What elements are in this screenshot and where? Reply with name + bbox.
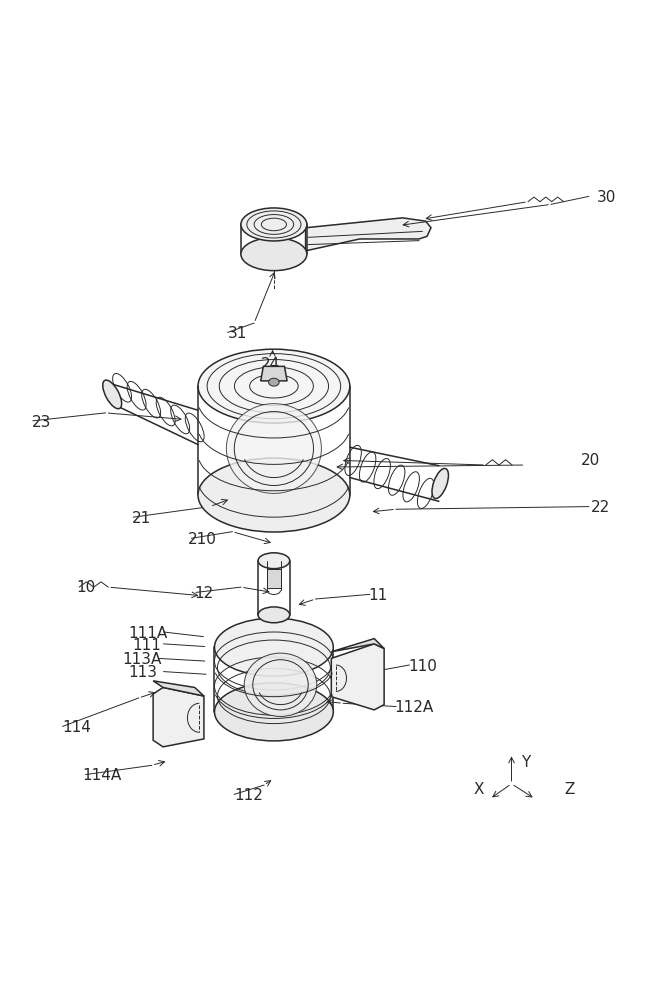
Text: 20: 20 [581, 453, 600, 468]
Text: 113: 113 [129, 665, 158, 680]
Polygon shape [153, 681, 204, 696]
Text: Z: Z [564, 782, 575, 797]
Text: Y: Y [521, 755, 531, 770]
Ellipse shape [103, 380, 121, 409]
Ellipse shape [214, 618, 333, 676]
Polygon shape [331, 644, 384, 710]
Text: X: X [474, 782, 484, 797]
Ellipse shape [198, 458, 350, 532]
Ellipse shape [198, 349, 350, 423]
Ellipse shape [241, 208, 307, 241]
Ellipse shape [241, 238, 307, 271]
Ellipse shape [214, 683, 333, 741]
Polygon shape [261, 366, 287, 381]
Text: 210: 210 [188, 532, 217, 547]
Text: 31: 31 [228, 326, 247, 341]
Text: 113A: 113A [122, 652, 162, 667]
Ellipse shape [258, 553, 290, 569]
Text: 114: 114 [63, 720, 92, 735]
Text: 30: 30 [597, 190, 616, 205]
Polygon shape [153, 687, 204, 747]
Text: 112A: 112A [395, 700, 434, 715]
Polygon shape [331, 639, 384, 652]
Text: 11: 11 [368, 588, 387, 603]
Text: 111A: 111A [129, 626, 168, 641]
Text: 112: 112 [234, 788, 263, 803]
Text: 21: 21 [132, 511, 151, 526]
Polygon shape [267, 569, 280, 588]
Text: 24: 24 [261, 357, 280, 372]
Text: 111: 111 [132, 638, 161, 653]
Ellipse shape [432, 468, 448, 499]
Ellipse shape [269, 378, 279, 386]
Text: 23: 23 [32, 415, 51, 430]
Ellipse shape [258, 607, 290, 623]
Ellipse shape [244, 653, 317, 716]
Text: 110: 110 [408, 659, 437, 674]
Ellipse shape [226, 404, 321, 493]
Text: 10: 10 [76, 580, 95, 595]
Text: 22: 22 [591, 500, 610, 515]
Text: 12: 12 [195, 586, 214, 601]
Polygon shape [306, 218, 431, 251]
Text: 114A: 114A [82, 768, 121, 783]
